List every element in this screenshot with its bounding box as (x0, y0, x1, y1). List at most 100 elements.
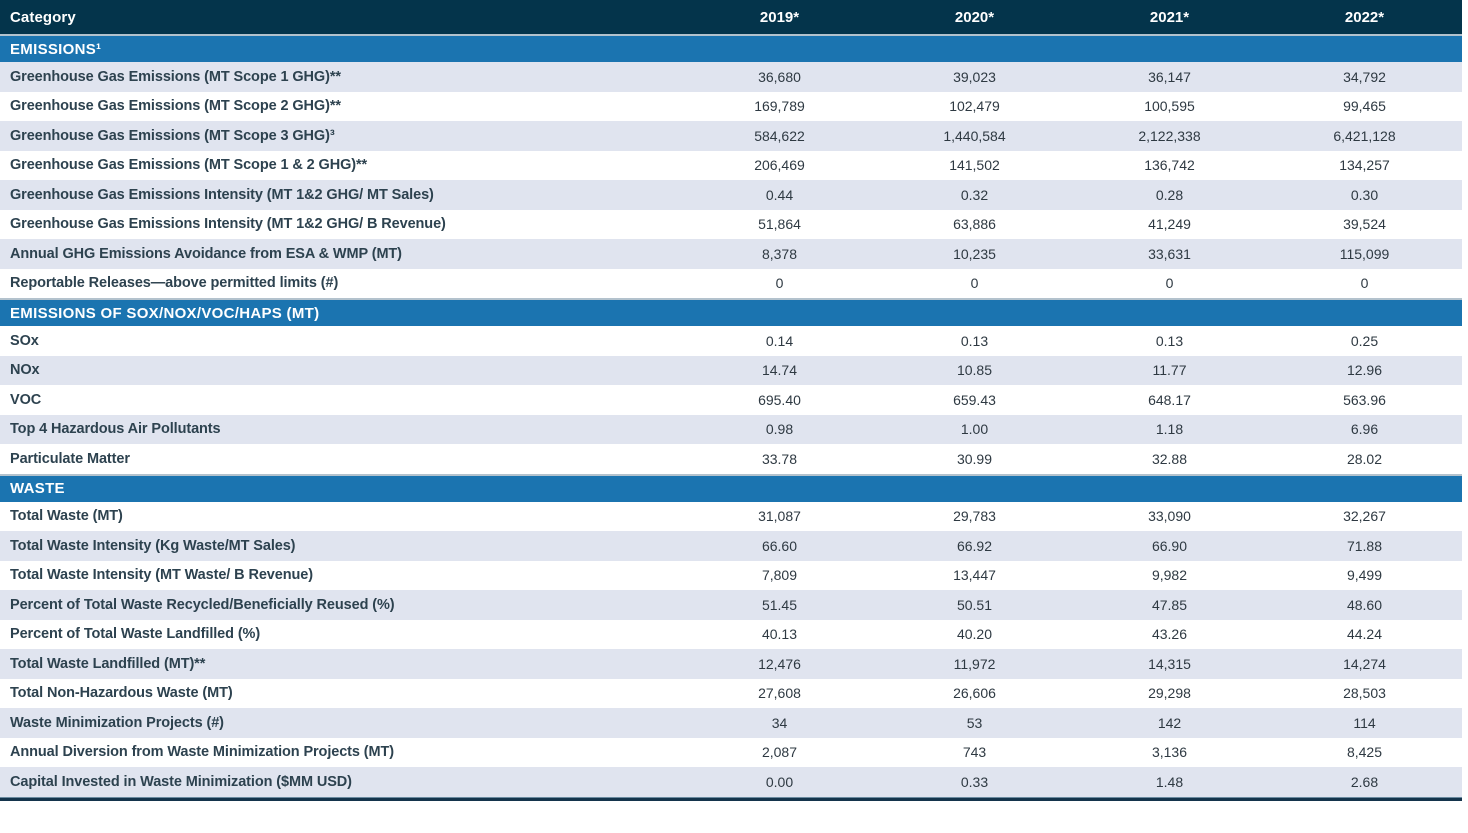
cell-value: 39,524 (1343, 216, 1386, 233)
table-row: Greenhouse Gas Emissions Intensity (MT 1… (0, 180, 1462, 210)
cell-value: 134,257 (1339, 157, 1390, 174)
section-header: WASTE (0, 473, 1462, 502)
row-label: Greenhouse Gas Emissions (MT Scope 1 & 2… (10, 157, 368, 174)
row-label: Total Waste (MT) (10, 508, 123, 525)
row-label: Greenhouse Gas Emissions (MT Scope 2 GHG… (10, 98, 341, 115)
section-header: EMISSIONS¹ (0, 34, 1462, 62)
cell-value: 39,023 (953, 68, 996, 85)
row-label: SOx (10, 332, 39, 349)
cell-value: 11,972 (953, 655, 996, 672)
cell-value: 36,680 (758, 68, 801, 85)
table-row: NOx 14.74 10.85 11.77 12.96 (0, 355, 1462, 385)
table-row: Reportable Releases—above permitted limi… (0, 268, 1462, 298)
column-header-year: 2020* (954, 8, 995, 26)
table-row: Greenhouse Gas Emissions Intensity (MT 1… (0, 209, 1462, 239)
table-row: Particulate Matter 33.78 30.99 32.88 28.02 (0, 444, 1462, 474)
cell-value: 34 (771, 714, 788, 731)
row-label: Total Waste Intensity (MT Waste/ B Reven… (10, 567, 313, 584)
cell-value: 0.98 (765, 421, 794, 438)
cell-value: 32.88 (1151, 450, 1188, 467)
row-label: Waste Minimization Projects (#) (10, 714, 224, 731)
cell-value: 2,122,338 (1138, 127, 1201, 144)
cell-value: 13,447 (953, 567, 996, 584)
cell-value: 1.18 (1155, 421, 1184, 438)
table-body: EMISSIONS¹ Greenhouse Gas Emissions (MT S… (0, 34, 1462, 797)
cell-value: 12,476 (758, 655, 801, 672)
table-row: Percent of Total Waste Recycled/Benefici… (0, 590, 1462, 620)
table-row: Total Waste Intensity (Kg Waste/MT Sales… (0, 531, 1462, 561)
cell-value: 48.60 (1346, 596, 1383, 613)
cell-value: 1.48 (1155, 773, 1184, 790)
row-label: Greenhouse Gas Emissions Intensity (MT 1… (10, 186, 434, 203)
cell-value: 43.26 (1151, 626, 1188, 643)
cell-value: 14,274 (1343, 655, 1386, 672)
table-row: Total Waste Landfilled (MT)** 12,476 11,97… (0, 649, 1462, 679)
cell-value: 71.88 (1346, 537, 1383, 554)
row-label: Greenhouse Gas Emissions (MT Scope 3 GHG… (10, 127, 335, 144)
cell-value: 63,886 (953, 216, 996, 233)
table-header-row: Category 2019* 2020* 2021* 2022* (0, 0, 1462, 34)
row-label: Capital Invested in Waste Minimization (… (10, 773, 352, 790)
cell-value: 743 (962, 744, 987, 761)
cell-value: 10,235 (953, 245, 996, 262)
table-row: Annual GHG Emissions Avoidance from ESA … (0, 239, 1462, 269)
table-row: Annual Diversion from Waste Minimization… (0, 737, 1462, 767)
row-label: VOC (10, 391, 42, 408)
cell-value: 14.74 (761, 362, 798, 379)
cell-value: 51.45 (761, 596, 798, 613)
cell-value: 0.14 (765, 332, 794, 349)
table-row: Top 4 Hazardous Air Pollutants 0.98 1.00 1.… (0, 414, 1462, 444)
cell-value: 142 (1157, 714, 1182, 731)
row-label: Total Non-Hazardous Waste (MT) (10, 685, 233, 702)
cell-value: 695.40 (758, 391, 801, 408)
table-row: Greenhouse Gas Emissions (MT Scope 2 GHG… (0, 91, 1462, 121)
cell-value: 14,315 (1148, 655, 1191, 672)
table-row: Total Non-Hazardous Waste (MT) 27,608 26,6… (0, 678, 1462, 708)
section-header: EMISSIONS OF SOX/NOX/VOC/HAPS (MT) (0, 298, 1462, 326)
cell-value: 0.33 (960, 773, 989, 790)
cell-value: 0.13 (1155, 332, 1184, 349)
row-label: Total Waste Landfilled (MT)** (10, 655, 206, 672)
row-label: Percent of Total Waste Recycled/Benefici… (10, 596, 395, 613)
cell-value: 26,606 (953, 685, 996, 702)
cell-value: 32,267 (1343, 508, 1386, 525)
cell-value: 40.13 (761, 626, 798, 643)
row-label: Greenhouse Gas Emissions Intensity (MT 1… (10, 216, 446, 233)
cell-value: 30.99 (956, 450, 993, 467)
cell-value: 9,982 (1151, 567, 1188, 584)
esg-metrics-table: Category 2019* 2020* 2021* 2022* EMISSIONS¹… (0, 0, 1462, 801)
cell-value: 36,147 (1148, 68, 1191, 85)
cell-value: 3,136 (1151, 744, 1188, 761)
table-row: Percent of Total Waste Landfilled (%) 40.… (0, 619, 1462, 649)
column-header-year: 2021* (1149, 8, 1190, 26)
cell-value: 0 (970, 275, 979, 292)
cell-value: 51,864 (758, 216, 801, 233)
cell-value: 0.44 (765, 186, 794, 203)
cell-value: 31,087 (758, 508, 801, 525)
table-row: Greenhouse Gas Emissions (MT Scope 1 & 2… (0, 150, 1462, 180)
cell-value: 136,742 (1144, 157, 1195, 174)
table-row: Total Waste (MT) 31,087 29,783 33,090 32,267 (0, 501, 1462, 531)
cell-value: 99,465 (1343, 98, 1386, 115)
cell-value: 12.96 (1346, 362, 1383, 379)
row-label: Reportable Releases—above permitted limi… (10, 275, 339, 292)
cell-value: 114 (1353, 714, 1376, 731)
cell-value: 40.20 (956, 626, 993, 643)
cell-value: 29,298 (1148, 685, 1191, 702)
column-header-year: 2019* (759, 8, 800, 26)
cell-value: 1,440,584 (943, 127, 1006, 144)
cell-value: 66.90 (1151, 537, 1188, 554)
cell-value: 1.00 (960, 421, 989, 438)
cell-value: 9,499 (1346, 567, 1383, 584)
row-label: Particulate Matter (10, 450, 130, 467)
cell-value: 50.51 (956, 596, 993, 613)
cell-value: 33,090 (1148, 508, 1191, 525)
row-label: Percent of Total Waste Landfilled (%) (10, 626, 261, 643)
cell-value: 10.85 (956, 362, 993, 379)
cell-value: 66.60 (761, 537, 798, 554)
cell-value: 0.00 (765, 773, 794, 790)
cell-value: 8,378 (761, 245, 798, 262)
row-label: Total Waste Intensity (Kg Waste/MT Sales… (10, 537, 296, 554)
cell-value: 648.17 (1148, 391, 1191, 408)
table-row: Capital Invested in Waste Minimization (… (0, 767, 1462, 797)
